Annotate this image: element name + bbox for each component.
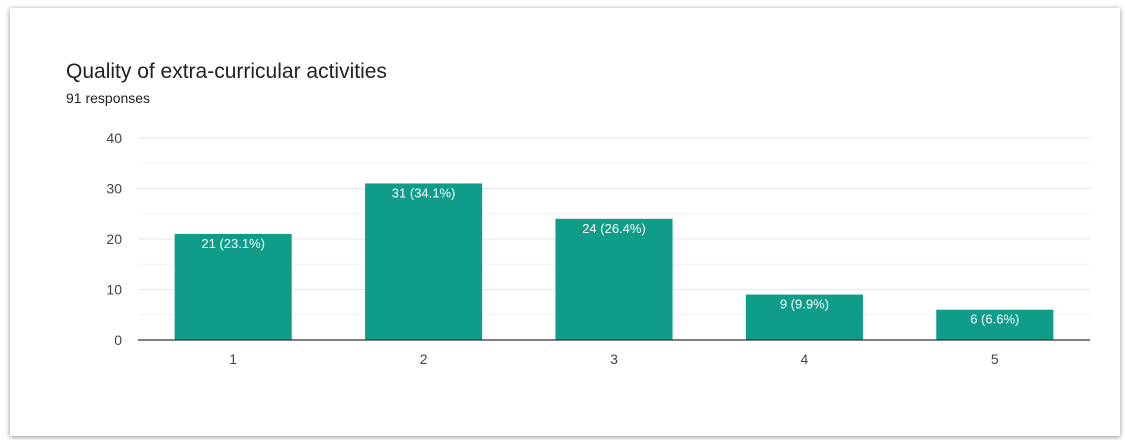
x-tick-label: 1 bbox=[229, 351, 237, 367]
chart-card: Quality of extra-curricular activities 9… bbox=[10, 8, 1120, 436]
bar-data-label: 24 (26.4%) bbox=[582, 221, 646, 236]
bar-data-label: 6 (6.6%) bbox=[970, 312, 1019, 327]
bar-data-label: 9 (9.9%) bbox=[780, 297, 829, 312]
x-tick-label: 5 bbox=[991, 351, 999, 367]
response-count: 91 responses bbox=[66, 90, 151, 106]
bar-data-label: 21 (23.1%) bbox=[201, 236, 265, 251]
y-tick-label: 10 bbox=[106, 282, 122, 298]
bar bbox=[936, 309, 1054, 340]
y-tick-label: 40 bbox=[106, 130, 122, 146]
bar-chart: 0 10 20 30 40 21 (23.1%) 1 31 (34.1%) 2 24 (26.4%… bbox=[106, 130, 1090, 367]
x-tick-label: 3 bbox=[610, 351, 618, 367]
y-tick-label: 30 bbox=[106, 181, 122, 197]
bar bbox=[745, 294, 863, 340]
x-tick-label: 2 bbox=[420, 351, 428, 367]
bar bbox=[555, 218, 673, 340]
bar bbox=[365, 183, 483, 340]
bar-data-label: 31 (34.1%) bbox=[392, 185, 456, 200]
x-tick-label: 4 bbox=[801, 351, 809, 367]
y-tick-label: 0 bbox=[114, 332, 122, 348]
chart-title: Quality of extra-curricular activities bbox=[66, 60, 387, 83]
y-tick-label: 20 bbox=[106, 231, 122, 247]
bar bbox=[174, 233, 292, 340]
